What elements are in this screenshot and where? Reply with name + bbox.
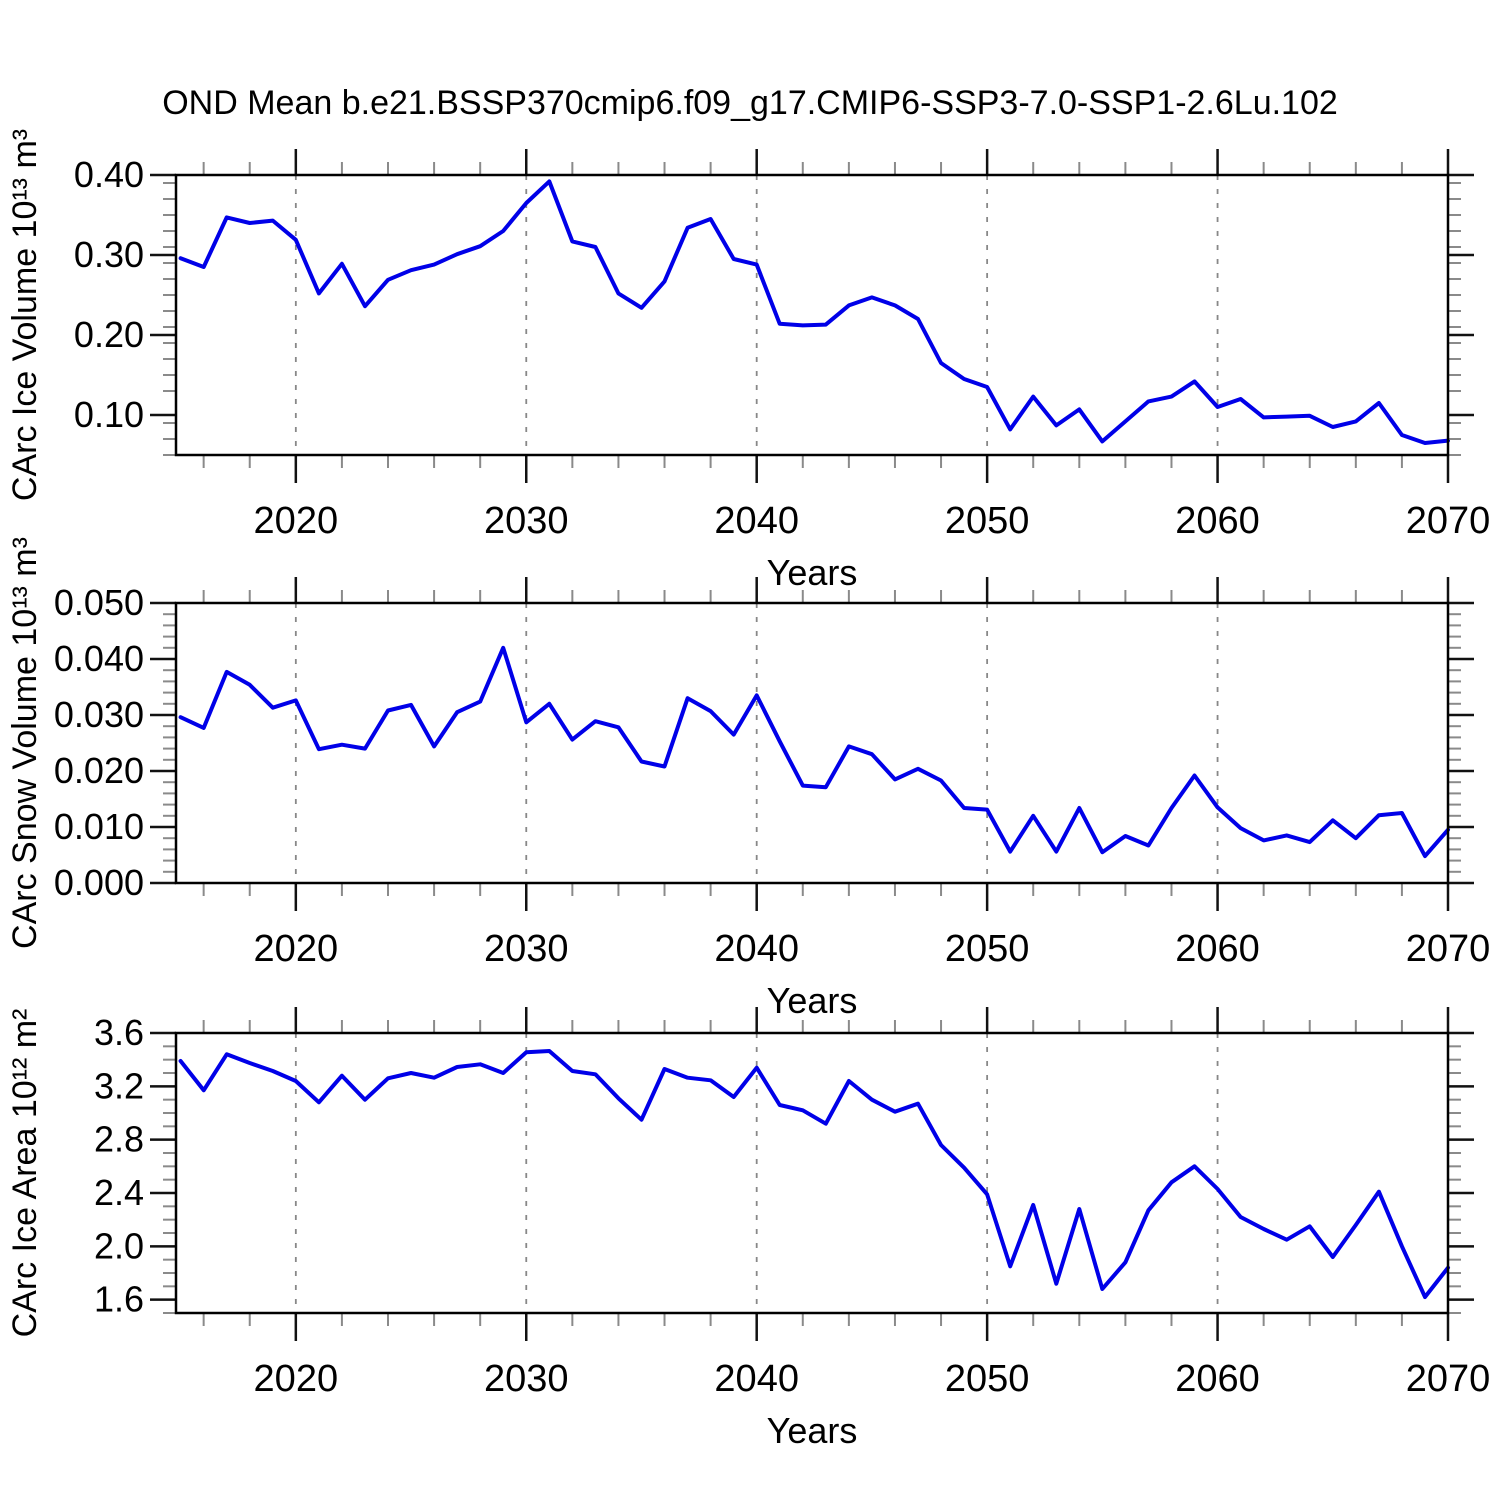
y-tick-label: 2.0 [94, 1225, 144, 1266]
x-tick-label: 2060 [1175, 500, 1260, 542]
x-tick-label: 2040 [714, 1358, 799, 1400]
series-line-snow-volume [178, 645, 1450, 859]
x-tick-label: 2040 [714, 500, 799, 542]
x-tick-label: 2030 [484, 1358, 569, 1400]
x-tick-label: 2070 [1406, 928, 1491, 970]
chart-title: OND Mean b.e21.BSSP370cmip6.f09_g17.CMIP… [162, 84, 1338, 122]
x-tick-label: 2050 [945, 500, 1030, 542]
axis-box [174, 1031, 1450, 1315]
x-tick-label: 2050 [945, 928, 1030, 970]
y-tick-label: 0.040 [54, 638, 144, 679]
x-tick-label: 2020 [254, 500, 339, 542]
x-tick-label: 2050 [945, 1358, 1030, 1400]
panel-snow-volume: 2020 2030 2040 2050 2060 2070 0.000 0.010 0.020 0… [6, 537, 1490, 1021]
panel-ice-area: 2020 2030 2040 2050 2060 2070 1.6 2.0 2.4 2.8 3.2 3… [6, 1007, 1490, 1451]
y-tick-label: 0.010 [54, 806, 144, 847]
y-tick-label: 0.20 [74, 314, 144, 355]
x-axis-title: Years [767, 980, 858, 1021]
y-tick-label: 3.2 [94, 1065, 144, 1106]
x-tick-label: 2060 [1175, 1358, 1260, 1400]
y-tick-label: 1.6 [94, 1279, 144, 1320]
x-tick-label: 2030 [484, 500, 569, 542]
x-tick-label: 2020 [254, 928, 339, 970]
y-axis-title: CArc Snow Volume 10¹³ m³ [6, 537, 44, 949]
y-tick-label: 0.020 [54, 750, 144, 791]
y-tick-label: 0.30 [74, 234, 144, 275]
x-tick-label: 2070 [1406, 500, 1491, 542]
x-axis-title: Years [767, 552, 858, 593]
x-tick-label: 2070 [1406, 1358, 1491, 1400]
y-tick-label: 0.40 [74, 154, 144, 195]
x-tick-label: 2020 [254, 1358, 339, 1400]
x-tick-label: 2060 [1175, 928, 1260, 970]
y-tick-label: 0.000 [54, 862, 144, 903]
y-axis-title: CArc Ice Area 10¹² m² [6, 1009, 44, 1338]
x-tick-label: 2030 [484, 928, 569, 970]
series-line-ice-area [178, 1049, 1450, 1299]
series-line-ice-volume [178, 179, 1450, 445]
x-tick-label: 2040 [714, 928, 799, 970]
y-tick-label: 3.6 [94, 1012, 144, 1053]
y-tick-label: 2.8 [94, 1119, 144, 1160]
axis-box [174, 173, 1450, 457]
y-tick-label: 2.4 [94, 1172, 144, 1213]
y-tick-label: 0.030 [54, 694, 144, 735]
y-tick-label: 0.10 [74, 394, 144, 435]
x-axis-title: Years [767, 1410, 858, 1451]
y-tick-label: 0.050 [54, 582, 144, 623]
axis-box [174, 601, 1450, 885]
y-axis-title: CArc Ice Volume 10¹³ m³ [6, 129, 44, 501]
panel-ice-volume: 2020 2030 2040 2050 2060 2070 0.10 0.20 0.30 0.40… [6, 129, 1490, 593]
